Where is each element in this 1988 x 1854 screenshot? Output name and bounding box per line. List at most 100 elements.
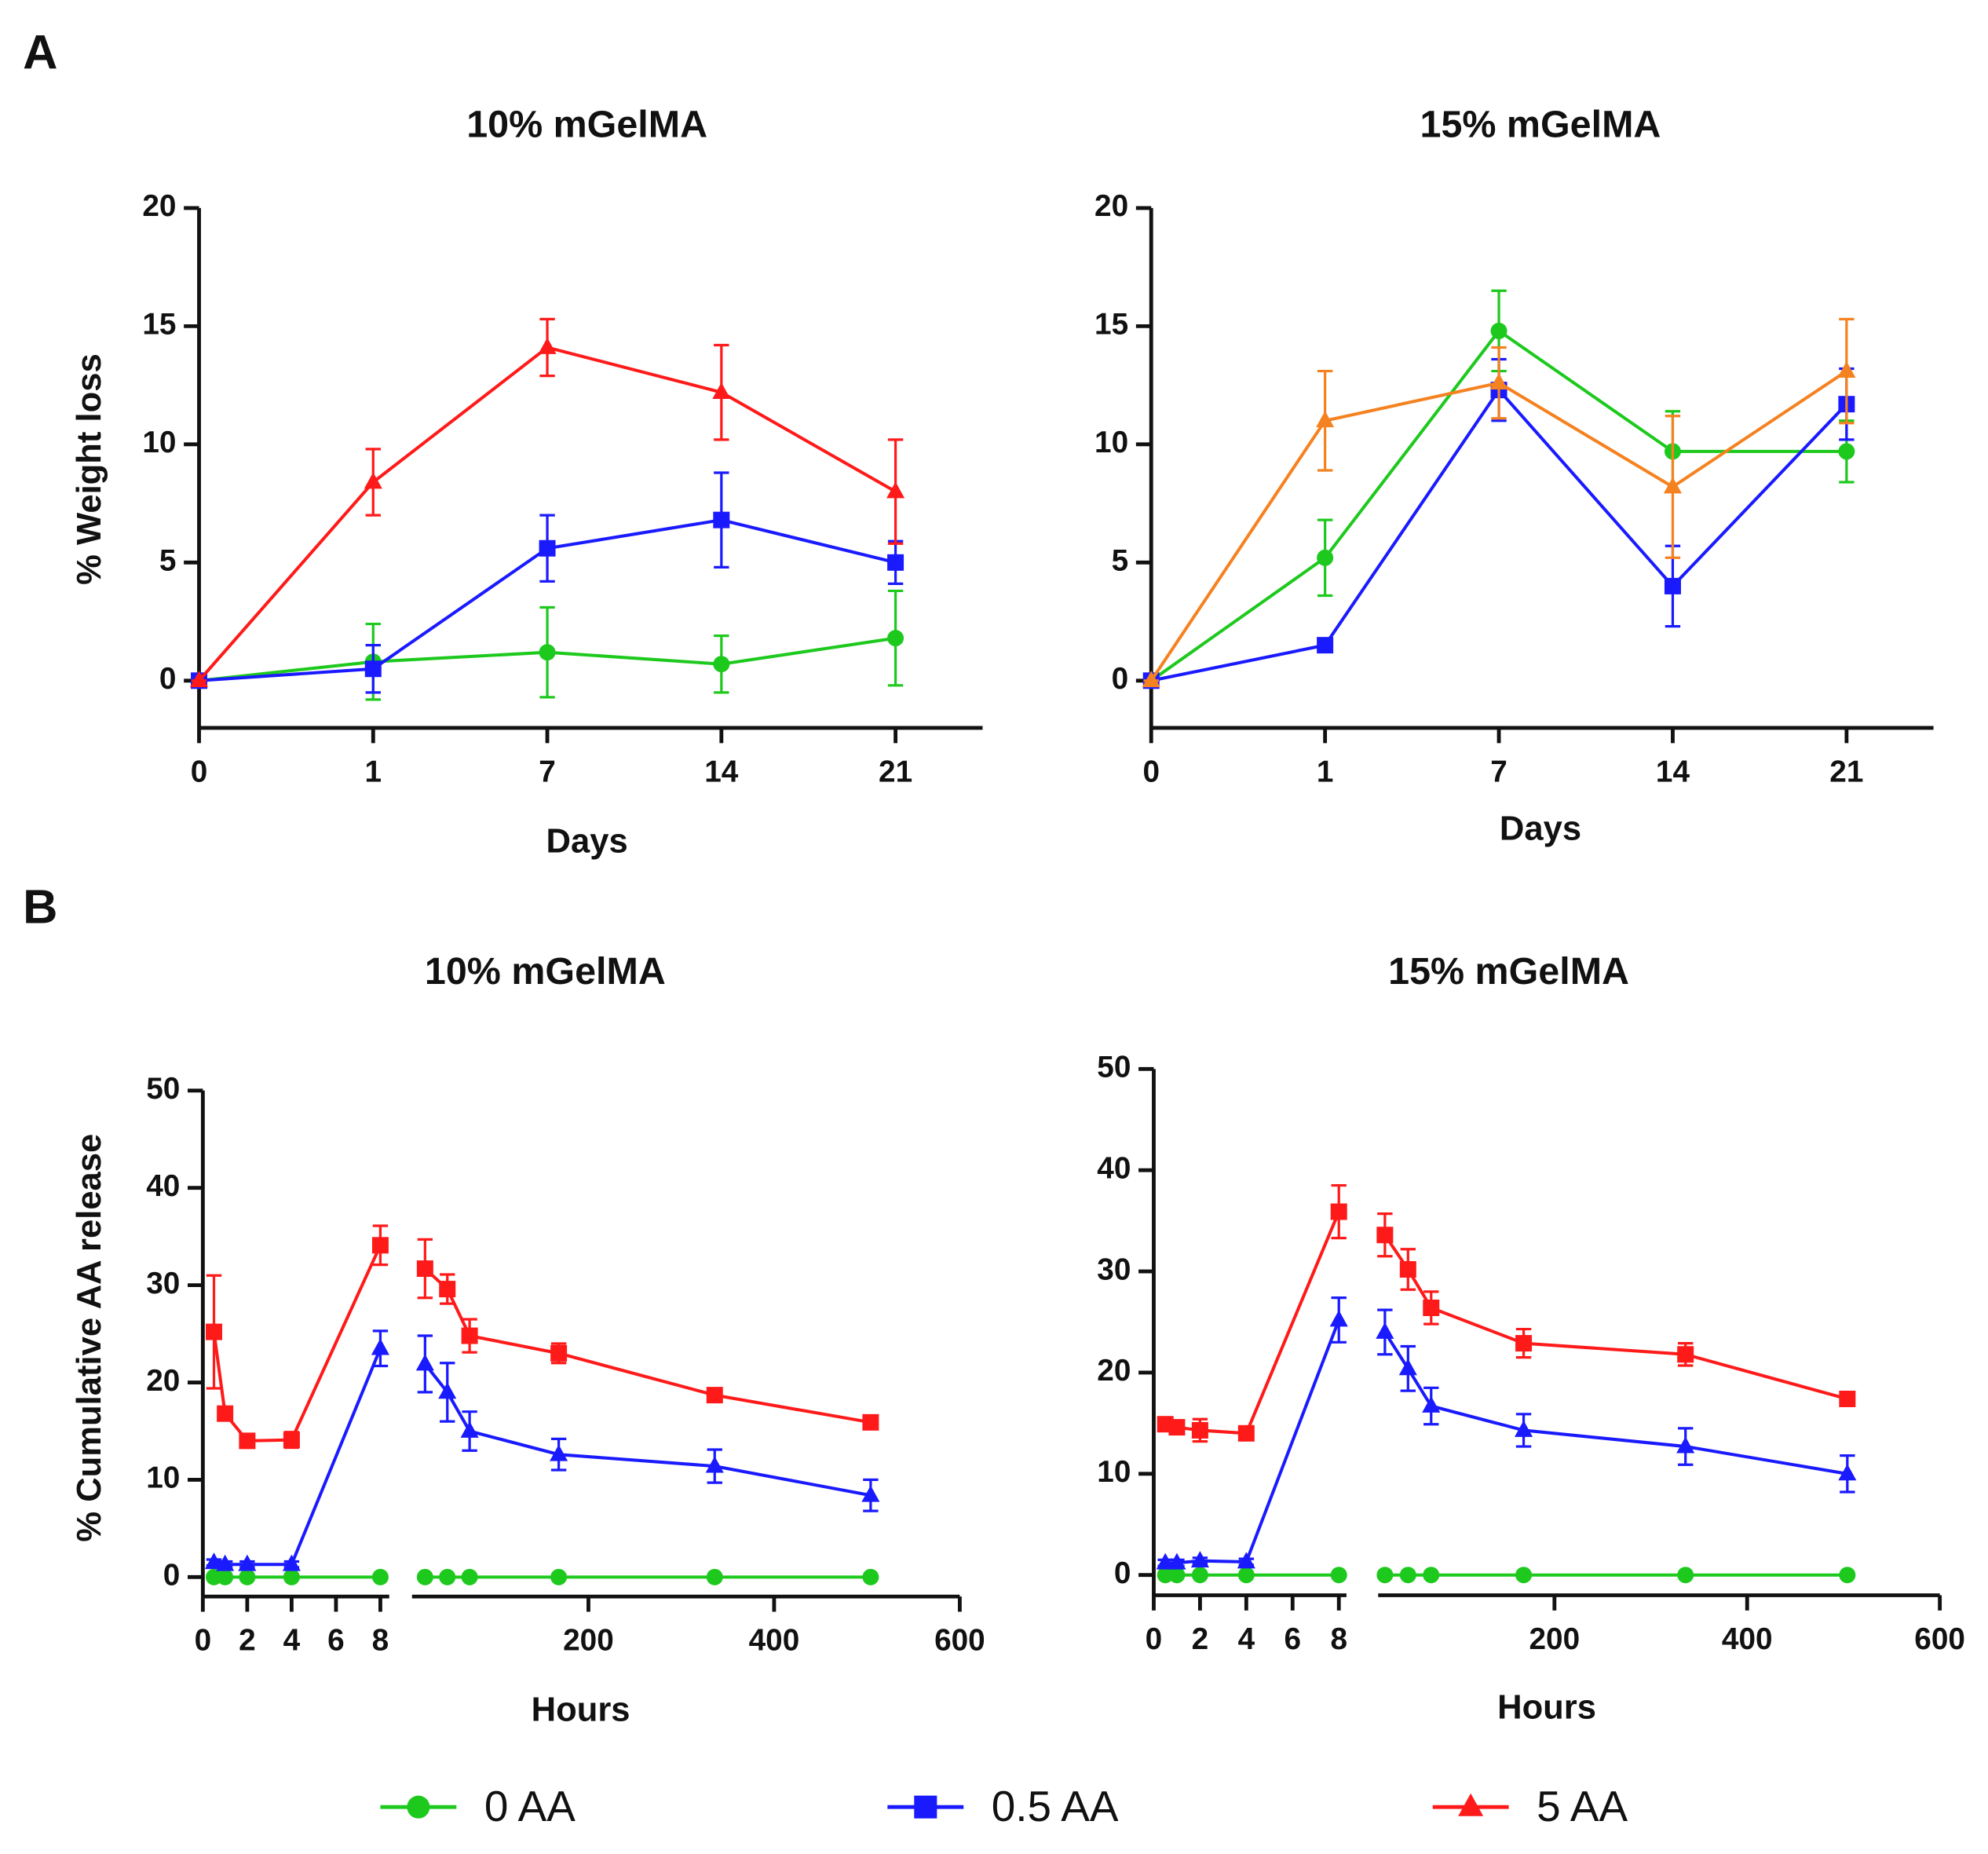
- data-point: [887, 554, 904, 571]
- data-point: [539, 539, 556, 557]
- data-point: [1330, 1567, 1347, 1584]
- data-point: [1422, 1395, 1441, 1413]
- x-tick-label: 7: [1490, 755, 1507, 788]
- data-point: [713, 656, 730, 673]
- data-point: [1663, 477, 1682, 494]
- x-tick-label: 4: [283, 1623, 301, 1657]
- data-point: [283, 1568, 300, 1585]
- panel-label: A: [23, 25, 57, 79]
- x-tick-label: 8: [1330, 1622, 1347, 1656]
- data-point: [886, 481, 905, 499]
- x-axis-label: Days: [1500, 810, 1581, 847]
- data-point: [217, 1405, 234, 1422]
- x-tick-label: 600: [1914, 1622, 1965, 1656]
- data-point: [460, 1421, 479, 1438]
- data-point: [1157, 1567, 1174, 1584]
- x-tick-label: 14: [704, 755, 739, 788]
- data-point: [461, 1568, 478, 1585]
- data-point: [1490, 322, 1507, 339]
- data-point: [416, 1568, 433, 1585]
- data-point: [862, 1413, 879, 1431]
- data-point: [415, 1354, 434, 1371]
- data-point: [1837, 360, 1856, 378]
- data-point: [1168, 1567, 1186, 1584]
- x-tick-label: 200: [1529, 1622, 1581, 1656]
- data-point: [550, 1444, 568, 1461]
- data-point: [439, 1281, 456, 1298]
- data-point: [1839, 1390, 1856, 1407]
- y-tick-label: 50: [1097, 1051, 1131, 1084]
- series-line: [214, 1348, 382, 1567]
- data-point: [1664, 577, 1681, 594]
- data-point: [887, 630, 904, 647]
- x-tick-label: 6: [327, 1623, 345, 1657]
- data-point: [283, 1432, 300, 1449]
- data-point: [1376, 1322, 1394, 1339]
- data-point: [217, 1568, 234, 1585]
- data-point: [538, 337, 557, 354]
- data-point: [1376, 1227, 1394, 1244]
- data-point: [1316, 411, 1335, 428]
- data-point: [1191, 1567, 1208, 1584]
- data-point: [539, 644, 556, 661]
- data-point: [239, 1432, 256, 1450]
- data-point: [216, 1554, 235, 1571]
- chart-title: 15% mGelMA: [1420, 103, 1661, 145]
- y-tick-label: 0: [159, 662, 177, 696]
- y-tick-label: 50: [146, 1072, 180, 1106]
- y-axis-label: % Cumulative AA release: [71, 1134, 108, 1542]
- chart-title: 10% mGelMA: [466, 103, 707, 145]
- data-point: [461, 1327, 478, 1344]
- legend-marker: [1458, 1793, 1484, 1816]
- y-tick-label: 40: [146, 1169, 180, 1203]
- y-tick-label: 0: [1112, 662, 1129, 696]
- data-point: [1839, 1567, 1856, 1584]
- data-point: [1398, 1359, 1417, 1376]
- x-tick-label: 0: [191, 755, 208, 788]
- data-point: [1838, 443, 1855, 460]
- data-point: [364, 660, 382, 678]
- series-line: [1164, 1211, 1341, 1435]
- data-point: [1515, 1335, 1533, 1352]
- x-tick-label: 400: [1722, 1622, 1773, 1656]
- y-tick-label: 30: [146, 1267, 180, 1300]
- legend-label: 5 AA: [1537, 1782, 1628, 1830]
- x-tick-label: 400: [749, 1623, 800, 1657]
- data-point: [282, 1554, 301, 1571]
- y-tick-label: 15: [1094, 308, 1128, 342]
- data-point: [862, 1568, 879, 1585]
- data-point: [1191, 1421, 1208, 1439]
- data-point: [439, 1568, 456, 1585]
- data-point: [712, 382, 731, 400]
- data-point: [206, 1323, 222, 1340]
- data-point: [1376, 1567, 1394, 1584]
- data-point: [1838, 1464, 1857, 1481]
- data-point: [1399, 1567, 1416, 1584]
- x-axis-label: Hours: [1497, 1688, 1596, 1726]
- data-point: [1489, 373, 1508, 390]
- data-point: [438, 1382, 457, 1399]
- chart-title: 15% mGelMA: [1388, 950, 1629, 993]
- data-point: [1423, 1567, 1440, 1584]
- x-tick-label: 2: [239, 1623, 256, 1657]
- data-point: [371, 1568, 389, 1585]
- y-tick-label: 20: [1094, 189, 1128, 223]
- data-point: [1317, 637, 1334, 654]
- x-tick-label: 1: [365, 755, 382, 788]
- x-tick-label: 4: [1238, 1622, 1255, 1656]
- data-point: [1399, 1261, 1416, 1278]
- y-tick-label: 15: [142, 308, 176, 342]
- y-tick-label: 20: [1097, 1354, 1131, 1388]
- data-point: [239, 1568, 256, 1585]
- x-tick-label: 2: [1192, 1622, 1209, 1656]
- x-tick-label: 0: [195, 1623, 212, 1657]
- data-point: [713, 511, 730, 528]
- y-tick-label: 10: [1097, 1455, 1131, 1489]
- y-tick-label: 20: [142, 189, 176, 223]
- data-point: [1515, 1567, 1533, 1584]
- data-point: [189, 671, 209, 688]
- legend-label: 0.5 AA: [992, 1782, 1119, 1830]
- data-point: [1677, 1346, 1694, 1363]
- x-tick-label: 0: [1146, 1622, 1163, 1656]
- chart-title: 10% mGelMA: [425, 950, 666, 993]
